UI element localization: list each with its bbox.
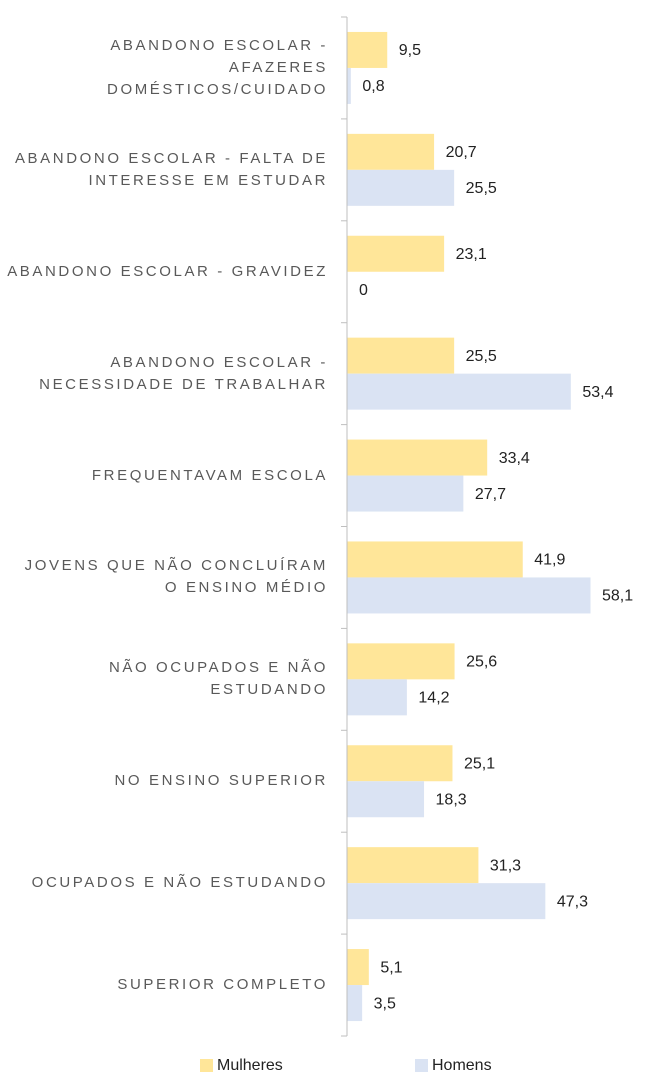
legend-swatch (200, 1059, 213, 1072)
value-label: 33,4 (499, 450, 530, 467)
value-label: 0,8 (362, 78, 384, 95)
category-text: NO ENSINO SUPERIOR (114, 772, 328, 790)
bar (347, 847, 479, 884)
value-label: 25,6 (466, 654, 497, 671)
category-text: SUPERIOR COMPLETO (117, 976, 328, 994)
category-text: FREQUENTAVAM ESCOLA (91, 466, 328, 484)
bar (347, 985, 363, 1022)
bar (347, 883, 546, 920)
legend-label: Mulheres (217, 1057, 283, 1074)
bar (347, 133, 435, 170)
category-text: ABANDONO ESCOLAR - NECESSIDADE DE TRABAL… (39, 353, 328, 393)
category-label: ABANDONO ESCOLAR - FALTA DE INTERESSE EM… (6, 119, 328, 221)
category-label: ABANDONO ESCOLAR - AFAZERES DOMÉSTICOS/C… (6, 17, 328, 119)
value-label: 25,5 (466, 348, 497, 365)
value-label: 9,5 (399, 42, 421, 59)
category-label: NÃO OCUPADOS E NÃO ESTUDANDO (6, 628, 328, 730)
category-label: FREQUENTAVAM ESCOLA (6, 425, 328, 527)
category-text: ABANDONO ESCOLAR - FALTA DE INTERESSE EM… (14, 149, 328, 189)
value-label: 41,9 (534, 552, 565, 569)
bar (347, 541, 523, 578)
category-label: NO ENSINO SUPERIOR (6, 730, 328, 832)
value-label: 27,7 (475, 486, 506, 503)
value-label: 25,5 (466, 180, 497, 197)
value-label: 53,4 (582, 384, 613, 401)
value-label: 5,1 (380, 959, 402, 976)
bar (347, 439, 488, 476)
category-text: NÃO OCUPADOS E NÃO ESTUDANDO (108, 659, 328, 699)
bar (347, 949, 369, 986)
bar (347, 745, 453, 782)
bar (347, 337, 455, 374)
value-label: 31,3 (490, 857, 521, 874)
value-label: 0 (359, 282, 368, 299)
value-label: 20,7 (446, 144, 477, 161)
bar (347, 679, 407, 716)
category-text: ABANDONO ESCOLAR - AFAZERES DOMÉSTICOS/C… (107, 36, 328, 98)
bar (347, 235, 445, 272)
value-label: 58,1 (602, 588, 633, 605)
bar (347, 643, 455, 680)
value-label: 47,3 (557, 893, 588, 910)
bar (347, 31, 388, 68)
category-label: JOVENS QUE NÃO CONCLUÍRAM O ENSINO MÉDIO (6, 527, 328, 629)
category-label: ABANDONO ESCOLAR - GRAVIDEZ (6, 221, 328, 323)
value-label: 14,2 (418, 690, 449, 707)
legend-swatch (415, 1059, 428, 1072)
category-label: SUPERIOR COMPLETO (6, 934, 328, 1036)
category-text: JOVENS QUE NÃO CONCLUÍRAM O ENSINO MÉDIO (24, 557, 328, 597)
bar (347, 67, 351, 104)
bar (347, 577, 591, 614)
value-label: 3,5 (374, 995, 396, 1012)
value-label: 18,3 (436, 791, 467, 808)
bar (347, 475, 464, 512)
value-label: 23,1 (456, 246, 487, 263)
category-text: ABANDONO ESCOLAR - GRAVIDEZ (7, 262, 328, 280)
category-text: OCUPADOS E NÃO ESTUDANDO (31, 874, 328, 892)
bar (347, 781, 425, 818)
legend-label: Homens (432, 1057, 492, 1074)
category-label: OCUPADOS E NÃO ESTUDANDO (6, 832, 328, 934)
value-label: 25,1 (464, 755, 495, 772)
bar (347, 373, 571, 410)
category-label: ABANDONO ESCOLAR - NECESSIDADE DE TRABAL… (6, 323, 328, 425)
bar (347, 169, 455, 206)
